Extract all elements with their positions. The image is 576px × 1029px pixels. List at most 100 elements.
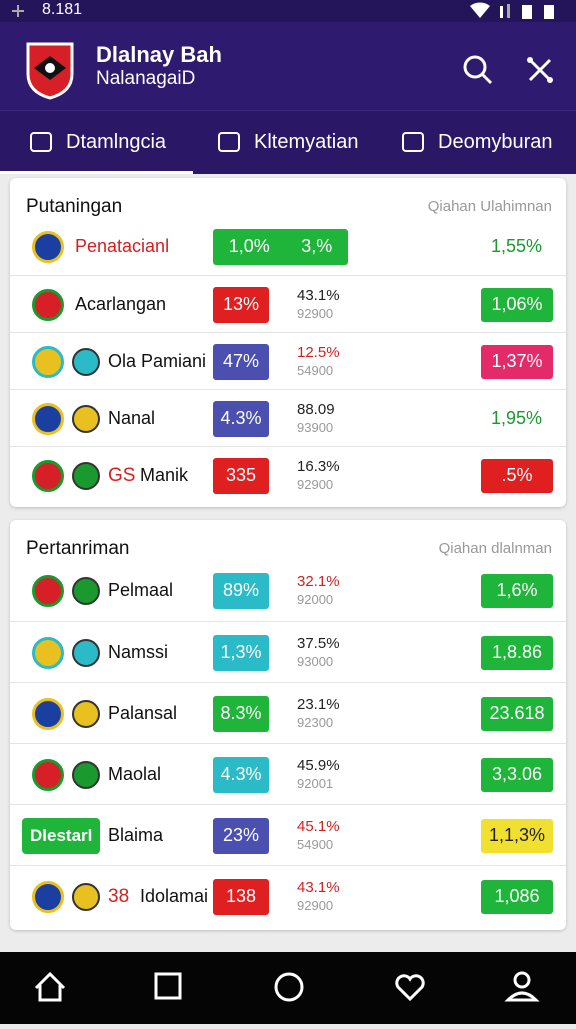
nav-circle[interactable] bbox=[274, 972, 304, 1002]
tab-icon bbox=[218, 132, 240, 152]
tab[interactable]: Kltemyatian bbox=[218, 111, 359, 173]
nav-heart[interactable] bbox=[395, 974, 425, 1002]
team-logo bbox=[32, 402, 64, 435]
team-logo bbox=[32, 880, 64, 913]
team-logo bbox=[72, 347, 100, 376]
right-badge: .5% bbox=[481, 458, 553, 493]
team-prefix: 38 bbox=[108, 885, 130, 907]
card: Pertanriman Qiahan dlalnman Pelmaal 89% 32.1… bbox=[10, 520, 566, 930]
nav-profile[interactable] bbox=[504, 971, 540, 1002]
list-row[interactable]: 38 Idolamai 138 43.1% 92900 1,086 bbox=[10, 865, 566, 926]
tab-bar: Dtamlngcia Kltemyatian Deomyburan bbox=[0, 110, 576, 174]
stat-value: 45.9% bbox=[297, 756, 340, 774]
value-badge: 89% bbox=[213, 572, 269, 609]
app-logo bbox=[26, 42, 74, 100]
share-button[interactable] bbox=[524, 54, 556, 86]
stat-value: 43.1% bbox=[297, 878, 340, 896]
nav-icons bbox=[34, 971, 540, 1002]
value-badge: 4.3% bbox=[213, 756, 269, 793]
stat-value: 16.3% bbox=[297, 457, 340, 475]
badge-value: 89% bbox=[222, 580, 260, 600]
team-logo bbox=[32, 230, 64, 263]
stat-sub: 92001 bbox=[297, 775, 334, 791]
value-badge: 138 bbox=[213, 878, 269, 915]
list-row[interactable]: Acarlangan 13% 43.1% 92900 1,06% bbox=[10, 275, 566, 332]
tab-icon bbox=[30, 132, 52, 152]
value-badge: 1,3% bbox=[213, 634, 269, 671]
tag-pill: Dlestarl bbox=[22, 817, 101, 854]
list-row[interactable]: Ola Pamiani 47% 12.5% 54900 1,37% bbox=[10, 332, 566, 389]
tab-indicator bbox=[0, 171, 193, 174]
right-badge: 1,8.86 bbox=[481, 635, 553, 670]
team-logo bbox=[32, 345, 64, 378]
team-logo bbox=[32, 758, 64, 791]
right-badge: 23.618 bbox=[481, 696, 553, 731]
stat-sub: 93900 bbox=[297, 419, 334, 435]
stat-value: 32.1% bbox=[297, 572, 340, 590]
list-row[interactable]: Penatacianl 1,0% 3,% 1,55% bbox=[10, 218, 566, 275]
right-badge: 1,1,3% bbox=[481, 818, 553, 853]
team-name: Acarlangan bbox=[75, 293, 167, 314]
team-logo bbox=[72, 699, 100, 728]
bottom-nav bbox=[0, 952, 576, 1024]
team-name: Nanal bbox=[108, 407, 156, 428]
badge-value: 13% bbox=[222, 294, 260, 314]
team-logo bbox=[72, 461, 100, 490]
stat-sub: 92900 bbox=[297, 305, 334, 321]
section-title: Pertanriman bbox=[26, 538, 130, 559]
tab-icon bbox=[402, 132, 424, 152]
tab[interactable]: Dtamlngcia bbox=[30, 111, 166, 173]
badge-value: 47% bbox=[222, 351, 260, 371]
team-name: Penatacianl bbox=[75, 235, 170, 256]
tab-label: Deomyburan bbox=[438, 130, 553, 153]
tab-label: Kltemyatian bbox=[254, 130, 359, 153]
list-row[interactable]: Maolal 4.3% 45.9% 92001 3,3.06 bbox=[10, 743, 566, 804]
nav-home[interactable] bbox=[34, 971, 66, 1002]
team-name: Palansal bbox=[108, 702, 178, 723]
stat-value: 37.5% bbox=[297, 634, 340, 652]
list-row[interactable]: Pelmaal 89% 32.1% 92000 1,6% bbox=[10, 560, 566, 621]
app-header: Dlalnay Bah NalanagaiD bbox=[0, 22, 576, 110]
list-row[interactable]: Dlestarl Blaima 23% 45.1% 54900 1,1,3% bbox=[10, 804, 566, 865]
list-row[interactable]: Palansal 8.3% 23.1% 92300 23.618 bbox=[10, 682, 566, 743]
stat-sub: 92300 bbox=[297, 714, 334, 730]
team-logo bbox=[72, 638, 100, 667]
stat-sub: 92900 bbox=[297, 897, 334, 913]
stat-value: 88.09 bbox=[297, 400, 335, 418]
right-badge: 1,086 bbox=[481, 879, 553, 914]
right-value: 1,95% bbox=[490, 407, 542, 428]
team-logo bbox=[32, 459, 64, 492]
team-logo bbox=[32, 288, 64, 321]
team-name: Namssi bbox=[108, 641, 169, 662]
team-logo bbox=[32, 697, 64, 730]
badge-value: 23% bbox=[222, 825, 260, 845]
list-row[interactable]: Nanal 4.3% 88.09 93900 1,95% bbox=[10, 389, 566, 446]
right-badge: 1,6% bbox=[481, 573, 553, 608]
right-badge: 1,37% bbox=[481, 344, 553, 379]
stat-value: 12.5% bbox=[297, 343, 340, 361]
team-name: Ola Pamiani bbox=[108, 350, 207, 371]
value-badge: 4.3% bbox=[213, 400, 269, 437]
stat-sub: 93000 bbox=[297, 653, 334, 669]
tab[interactable]: Deomyburan bbox=[402, 111, 553, 173]
value-badge: 23% bbox=[213, 817, 269, 854]
team-logo bbox=[32, 574, 64, 607]
nav-square[interactable] bbox=[154, 972, 182, 1000]
stat-sub: 92900 bbox=[297, 476, 334, 492]
right-badge: 3,3.06 bbox=[481, 757, 553, 792]
team-name: Idolamai bbox=[140, 885, 209, 906]
status-bar: 8.181 bbox=[0, 0, 576, 22]
team-name: Pelmaal bbox=[108, 579, 174, 600]
team-logo bbox=[72, 404, 100, 433]
list-row[interactable]: GS Manik 335 16.3% 92900 .5% bbox=[10, 446, 566, 503]
team-prefix: GS bbox=[108, 464, 136, 486]
stat-value: 23.1% bbox=[297, 695, 340, 713]
section-note: Qiahan Ulahimnan bbox=[427, 198, 552, 215]
app-subtitle: NalanagaiD bbox=[96, 68, 196, 89]
badge-value: 4.3% bbox=[220, 408, 262, 428]
list-row[interactable]: Namssi 1,3% 37.5% 93000 1,8.86 bbox=[10, 621, 566, 682]
tab-label: Dtamlngcia bbox=[66, 130, 167, 153]
value-badge: 47% bbox=[213, 343, 269, 380]
search-button[interactable] bbox=[460, 52, 496, 88]
